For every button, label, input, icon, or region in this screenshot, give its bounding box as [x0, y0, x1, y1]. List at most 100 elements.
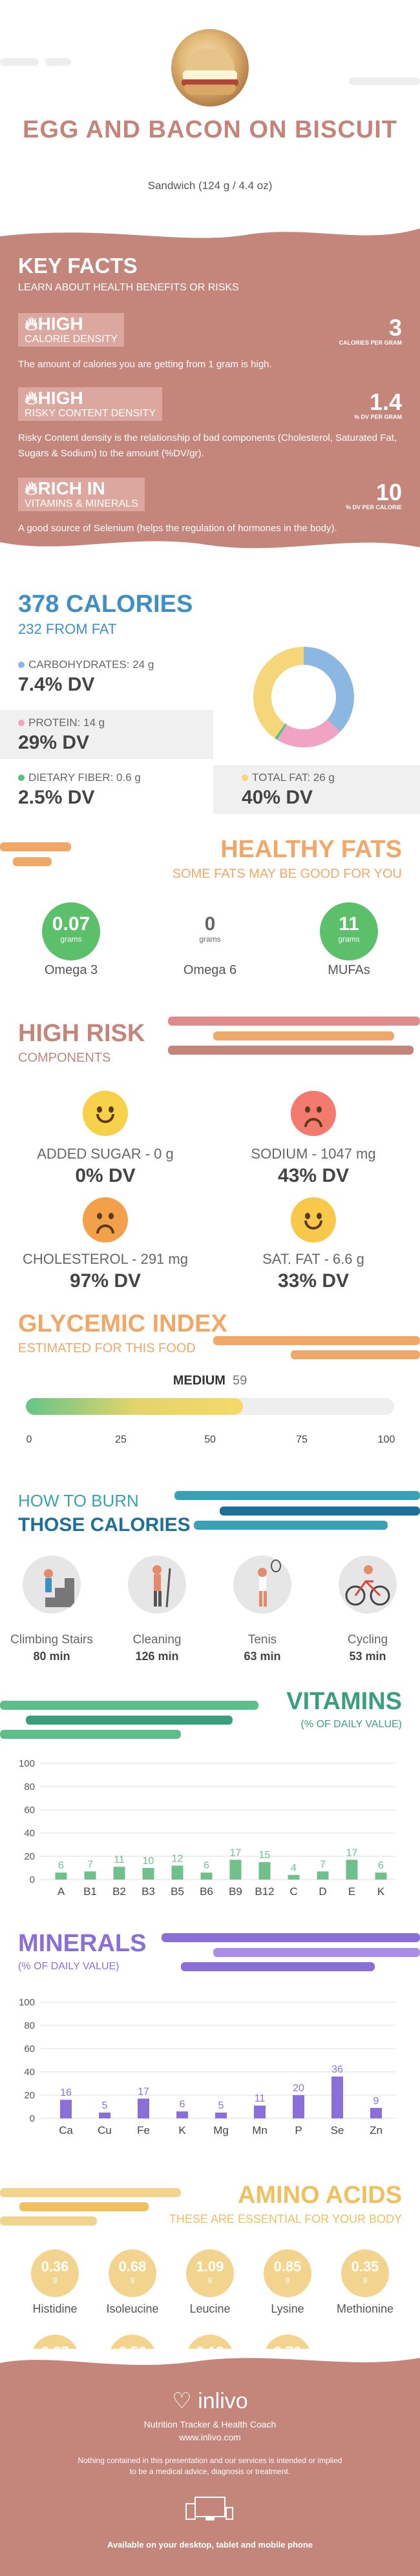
wave-top	[0, 222, 420, 238]
decor-line	[19, 2202, 149, 2211]
y-tick-label: 20	[24, 1851, 35, 1862]
activity-minutes: 80 min	[33, 1650, 70, 1663]
amino-label: Isoleucine	[106, 2302, 159, 2315]
bar-A	[55, 1872, 67, 1880]
activity-minutes: 126 min	[135, 1650, 179, 1663]
glycemic-subtitle: ESTIMATED FOR THIS FOOD	[18, 1341, 196, 1355]
minerals-bar-chart: 0 20 40 60 80 100 16 Ca 5 Cu 17 Fe 6 K 5 Mg 11 Mn 20 P 36 Se 9…	[19, 1997, 395, 2136]
bar-value-label: 5	[102, 2100, 108, 2111]
x-tick-label: B3	[142, 1885, 155, 1898]
decor-line	[0, 1701, 258, 1710]
minerals-title: MINERALS	[18, 1930, 147, 1957]
bar-B12	[258, 1862, 271, 1880]
bar-value-label: 11	[255, 2093, 266, 2104]
x-tick-label: B9	[229, 1885, 242, 1898]
donut-slice-fat	[253, 647, 304, 738]
omega3-label: Omega 3	[44, 963, 98, 977]
stairs-icon	[23, 1556, 81, 1614]
donut-slice-fiber	[275, 723, 287, 740]
calories-from-fat: 232 FROM FAT	[18, 621, 117, 637]
x-tick-label: E	[348, 1885, 355, 1898]
y-tick-label: 40	[24, 2067, 35, 2078]
amino-label: Methionine	[336, 2302, 394, 2315]
bar-K	[375, 1872, 387, 1880]
sat-fat-label: SAT. FAT - 6.6 g	[262, 1251, 364, 1267]
bar-Fe	[138, 2098, 149, 2118]
bar-Cu	[99, 2113, 110, 2118]
fact-tag-vitamins: 🔥︎RICH IN VITAMINS & MINERALS	[18, 478, 145, 511]
macro-protein: PROTEIN: 14 g 29% DV	[0, 710, 213, 759]
x-tick-label: A	[58, 1885, 65, 1898]
y-tick-label: 80	[24, 1781, 35, 1792]
x-tick-label: Mn	[252, 2124, 268, 2136]
decor-line	[220, 1506, 420, 1516]
gi-tick: 50	[204, 1434, 216, 1445]
decor-line	[45, 58, 71, 66]
glycemic-bar-fill	[26, 1398, 244, 1415]
bar-value-label: 5	[218, 2100, 224, 2111]
fact-value-vitamins: 10 % DV PER CALORIE	[345, 479, 402, 511]
cholesterol-label: CHOLESTEROL - 291 mg	[23, 1251, 188, 1267]
heart-icon: ♡	[172, 2389, 192, 2413]
high-risk-title: HIGH RISK	[18, 1020, 145, 1047]
page-title: EGG AND BACON ON BISCUIT	[23, 116, 397, 143]
amino-value-circle: 1.09 g	[186, 2249, 234, 2297]
decor-line	[168, 1046, 414, 1055]
amino-value-circle: 0.36 g	[31, 2249, 79, 2297]
mufas-label: MUFAs	[328, 963, 370, 977]
bar-value-label: 7	[320, 1859, 326, 1870]
y-tick-label: 0	[30, 2113, 35, 2124]
vitamins-title: VITAMINS	[286, 1688, 402, 1715]
bar-value-label: 9	[373, 2096, 379, 2107]
amino-value-circle: 0.85 g	[264, 2249, 311, 2297]
sat-fat-dv: 33% DV	[277, 1270, 350, 1292]
key-facts-title: KEY FACTS	[18, 254, 138, 278]
x-tick-label: D	[319, 1885, 326, 1898]
y-tick-label: 60	[24, 2044, 35, 2054]
y-tick-label: 40	[24, 1828, 35, 1839]
flame-icon: 🔥︎	[25, 478, 38, 498]
disclaimer-line-1: Nothing contained in this presentation a…	[78, 2456, 342, 2465]
burn-title-2: THOSE CALORIES	[18, 1514, 191, 1536]
key-facts-subtitle: LEARN ABOUT HEALTH BENEFITS OR RISKS	[18, 282, 239, 293]
cholesterol-dv: 97% DV	[69, 1270, 142, 1292]
vitamins-subtitle: (% OF DAILY VALUE)	[300, 1719, 402, 1730]
amino-label: Leucine	[189, 2302, 231, 2315]
bar-P	[293, 2095, 304, 2118]
broom-icon	[128, 1556, 186, 1614]
calories-title: 378 CALORIES	[18, 591, 193, 618]
happy-face-icon	[291, 1197, 336, 1242]
bar-B9	[229, 1860, 242, 1880]
healthy-fats-subtitle: SOME FATS MAY BE GOOD FOR YOU	[172, 867, 402, 881]
fact-desc-vitamins: A good source of Selenium (helps the reg…	[18, 523, 337, 534]
fact-tag-risky-content: 🔥︎HIGH RISKY CONTENT DENSITY	[18, 387, 162, 421]
flame-icon: 🔥︎	[25, 314, 38, 334]
bar-B2	[113, 1867, 125, 1880]
decor-line	[174, 1491, 420, 1500]
activity-minutes: 63 min	[244, 1650, 281, 1663]
decor-line	[213, 1336, 420, 1345]
bar-B3	[142, 1868, 154, 1880]
decor-line	[0, 2216, 97, 2226]
decor-line	[291, 1350, 420, 1359]
decor-line	[0, 1730, 181, 1739]
bar-value-label: 16	[60, 2087, 72, 2098]
legend-dot	[242, 775, 248, 781]
gi-tick: 75	[296, 1434, 308, 1445]
added-sugar-label: ADDED SUGAR - 0 g	[37, 1146, 174, 1162]
decor-line	[213, 1031, 394, 1040]
amino-acids-title: AMINO ACIDS	[237, 2182, 402, 2209]
bar-value-label: 36	[331, 2064, 343, 2075]
bar-K	[176, 2111, 188, 2118]
website-link[interactable]: www.inlivo.com	[179, 2432, 241, 2442]
minerals-subtitle: (% OF DAILY VALUE)	[18, 1961, 120, 1972]
bar-Ca	[60, 2100, 72, 2118]
bar-B5	[171, 1865, 184, 1880]
high-risk-subtitle: COMPONENTS	[18, 1051, 111, 1065]
bar-value-label: 17	[346, 1847, 358, 1858]
x-tick-label: B2	[112, 1885, 126, 1898]
x-tick-label: B1	[83, 1885, 97, 1898]
x-tick-label: K	[377, 1885, 385, 1898]
legend-dot	[18, 720, 25, 726]
